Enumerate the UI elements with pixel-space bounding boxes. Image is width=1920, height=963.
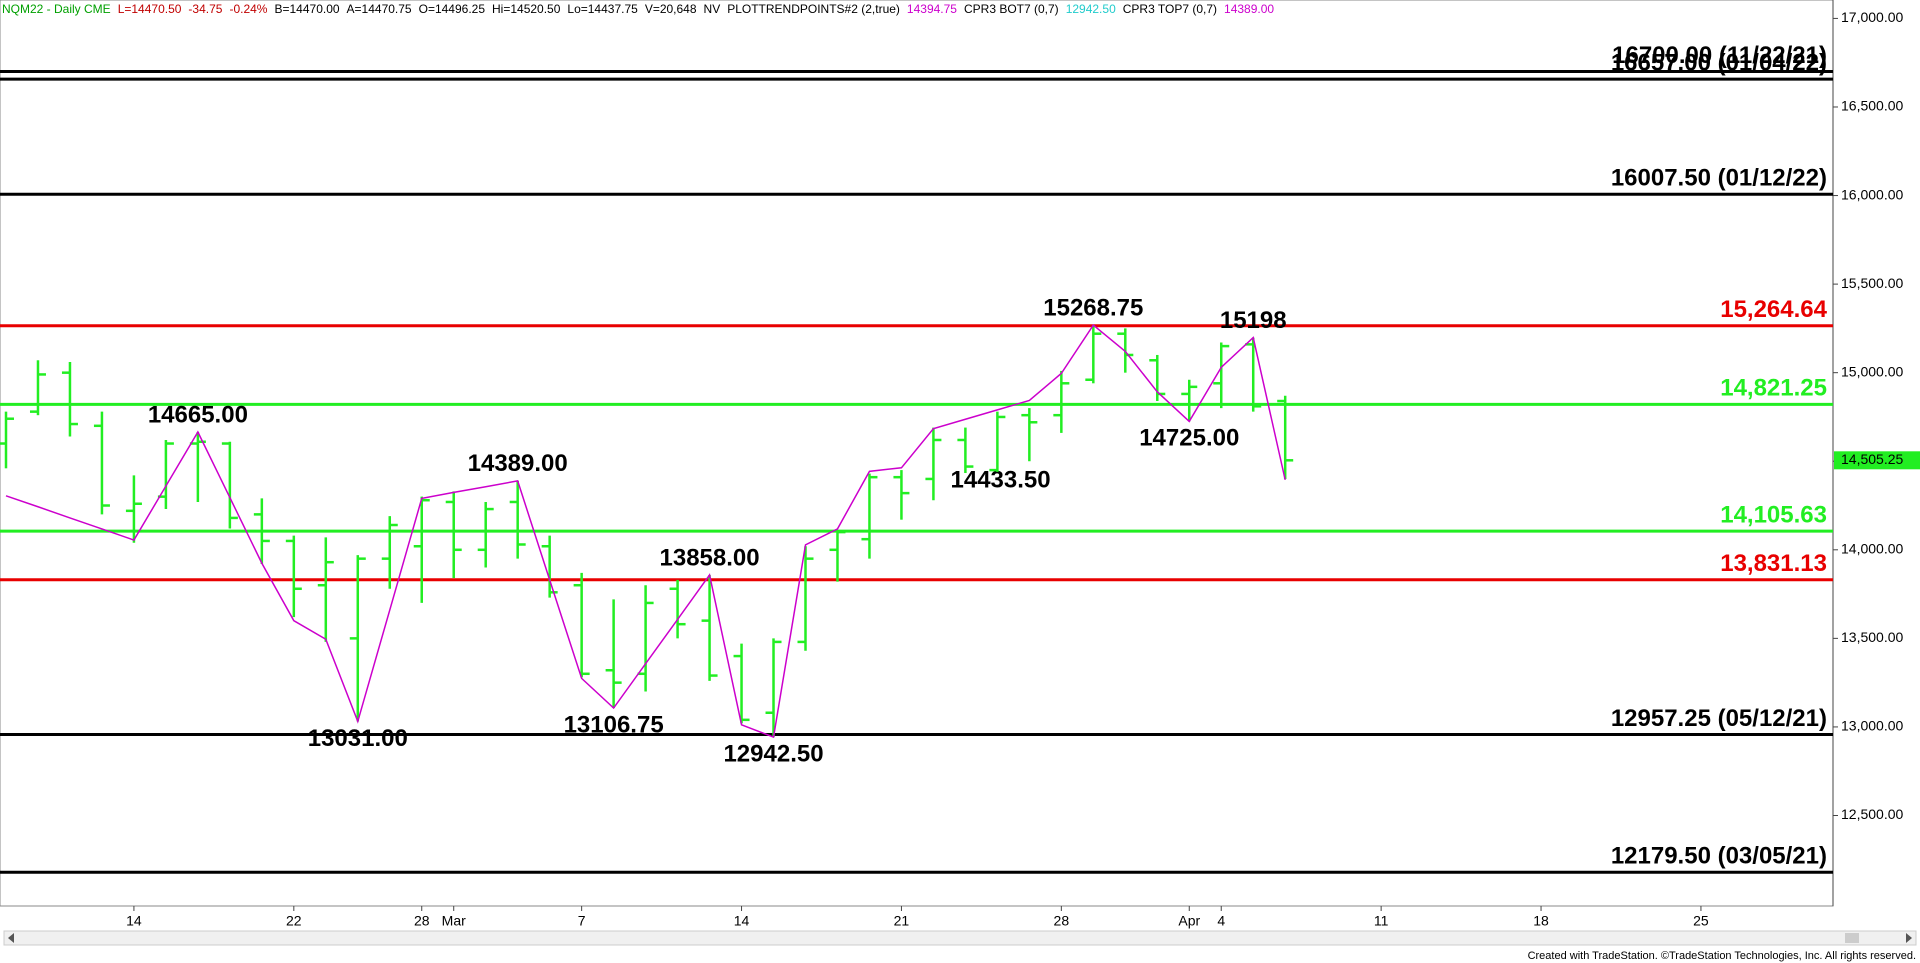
low-label: 14433.50 (951, 466, 1051, 493)
header-field: L=14470.50 (118, 2, 182, 16)
header-field: O=14496.25 (419, 2, 486, 16)
y-tick-label: 16,500.00 (1841, 98, 1903, 114)
scroll-right[interactable] (1906, 933, 1912, 943)
level-label: 12957.25 (05/12/21) (1611, 705, 1827, 732)
header-field: CPR3 TOP7 (0,7) (1123, 2, 1217, 16)
header-field: Hi=14520.50 (492, 2, 561, 16)
scroll-thumb[interactable] (1845, 933, 1859, 943)
y-tick-label: 15,500.00 (1841, 275, 1903, 291)
pivot-label: 15268.75 (1043, 294, 1143, 321)
header-field: Lo=14437.75 (567, 2, 638, 16)
y-tick-label: 12,500.00 (1841, 806, 1903, 822)
x-tick-label: Apr (1178, 913, 1200, 929)
header-field: A=14470.75 (347, 2, 412, 16)
header-field: B=14470.00 (274, 2, 339, 16)
y-tick-label: 13,000.00 (1841, 718, 1903, 734)
pivot-label: 15198 (1220, 307, 1287, 334)
x-tick-label: 14 (126, 913, 142, 929)
level-label: 16700.00 (11/22/21) (1612, 42, 1827, 69)
level-label: 13,831.13 (1720, 550, 1827, 577)
level-label: 16007.50 (01/12/22) (1611, 165, 1827, 192)
header-field: -34.75 (188, 2, 222, 16)
x-tick-label: 28 (1054, 913, 1070, 929)
x-tick-label: 4 (1217, 913, 1225, 929)
level-label: 14,821.25 (1720, 375, 1827, 402)
y-tick-label: 17,000.00 (1841, 9, 1903, 25)
last-price-label: 14,505.25 (1841, 451, 1903, 467)
x-tick-label: 18 (1533, 913, 1549, 929)
scrollbar[interactable] (3, 930, 1917, 946)
plot-area (0, 0, 1834, 907)
x-tick-label: 28 (414, 913, 430, 929)
x-tick-label: 11 (1374, 913, 1389, 929)
footer: Created with TradeStation. ©TradeStation… (1528, 950, 1916, 962)
pivot-label: 14665.00 (148, 401, 248, 428)
x-tick-label: Mar (442, 913, 466, 929)
header-field: PLOTTRENDPOINTS#2 (2,true) (727, 2, 900, 16)
y-tick-label: 15,000.00 (1841, 363, 1903, 379)
pivot-label: 12942.50 (723, 740, 823, 767)
pivot-label: 13858.00 (660, 544, 760, 571)
y-tick-label: 13,500.00 (1841, 629, 1903, 645)
pivot-label: 14389.00 (468, 450, 568, 477)
x-tick-label: 21 (894, 913, 910, 929)
y-tick-label: 14,000.00 (1841, 541, 1903, 557)
scroll-left[interactable] (8, 933, 14, 943)
header-field: 12942.50 (1066, 2, 1116, 16)
header-field: NV (704, 2, 721, 16)
header-field: CPR3 BOT7 (0,7) (964, 2, 1059, 16)
y-tick-label: 16,000.00 (1841, 186, 1903, 202)
x-tick-label: 22 (286, 913, 302, 929)
x-tick-label: 25 (1693, 913, 1709, 929)
pivot-label: 13106.75 (564, 711, 664, 738)
level-label: 16657.00 (01/04/22) (1611, 50, 1827, 77)
x-tick-label: 14 (734, 913, 750, 929)
trendline (5, 323, 1286, 739)
level-label: 15,264.64 (1720, 296, 1827, 323)
header-field: NQM22 - Daily CME (2, 2, 111, 16)
header-field: -0.24% (229, 2, 267, 16)
header-field: 14394.75 (907, 2, 957, 16)
last-price-tag (1834, 451, 1920, 470)
pivot-label: 14725.00 (1139, 425, 1239, 452)
level-label: 12179.50 (03/05/21) (1611, 843, 1827, 870)
x-tick-label: 7 (578, 913, 586, 929)
header: NQM22 - Daily CME L=14470.50 -34.75 -0.24% B… (2, 2, 1274, 16)
pivot-label: 13031.00 (308, 725, 408, 752)
level-label: 14,105.63 (1720, 501, 1827, 528)
header-field: 14389.00 (1224, 2, 1274, 16)
header-field: V=20,648 (645, 2, 697, 16)
